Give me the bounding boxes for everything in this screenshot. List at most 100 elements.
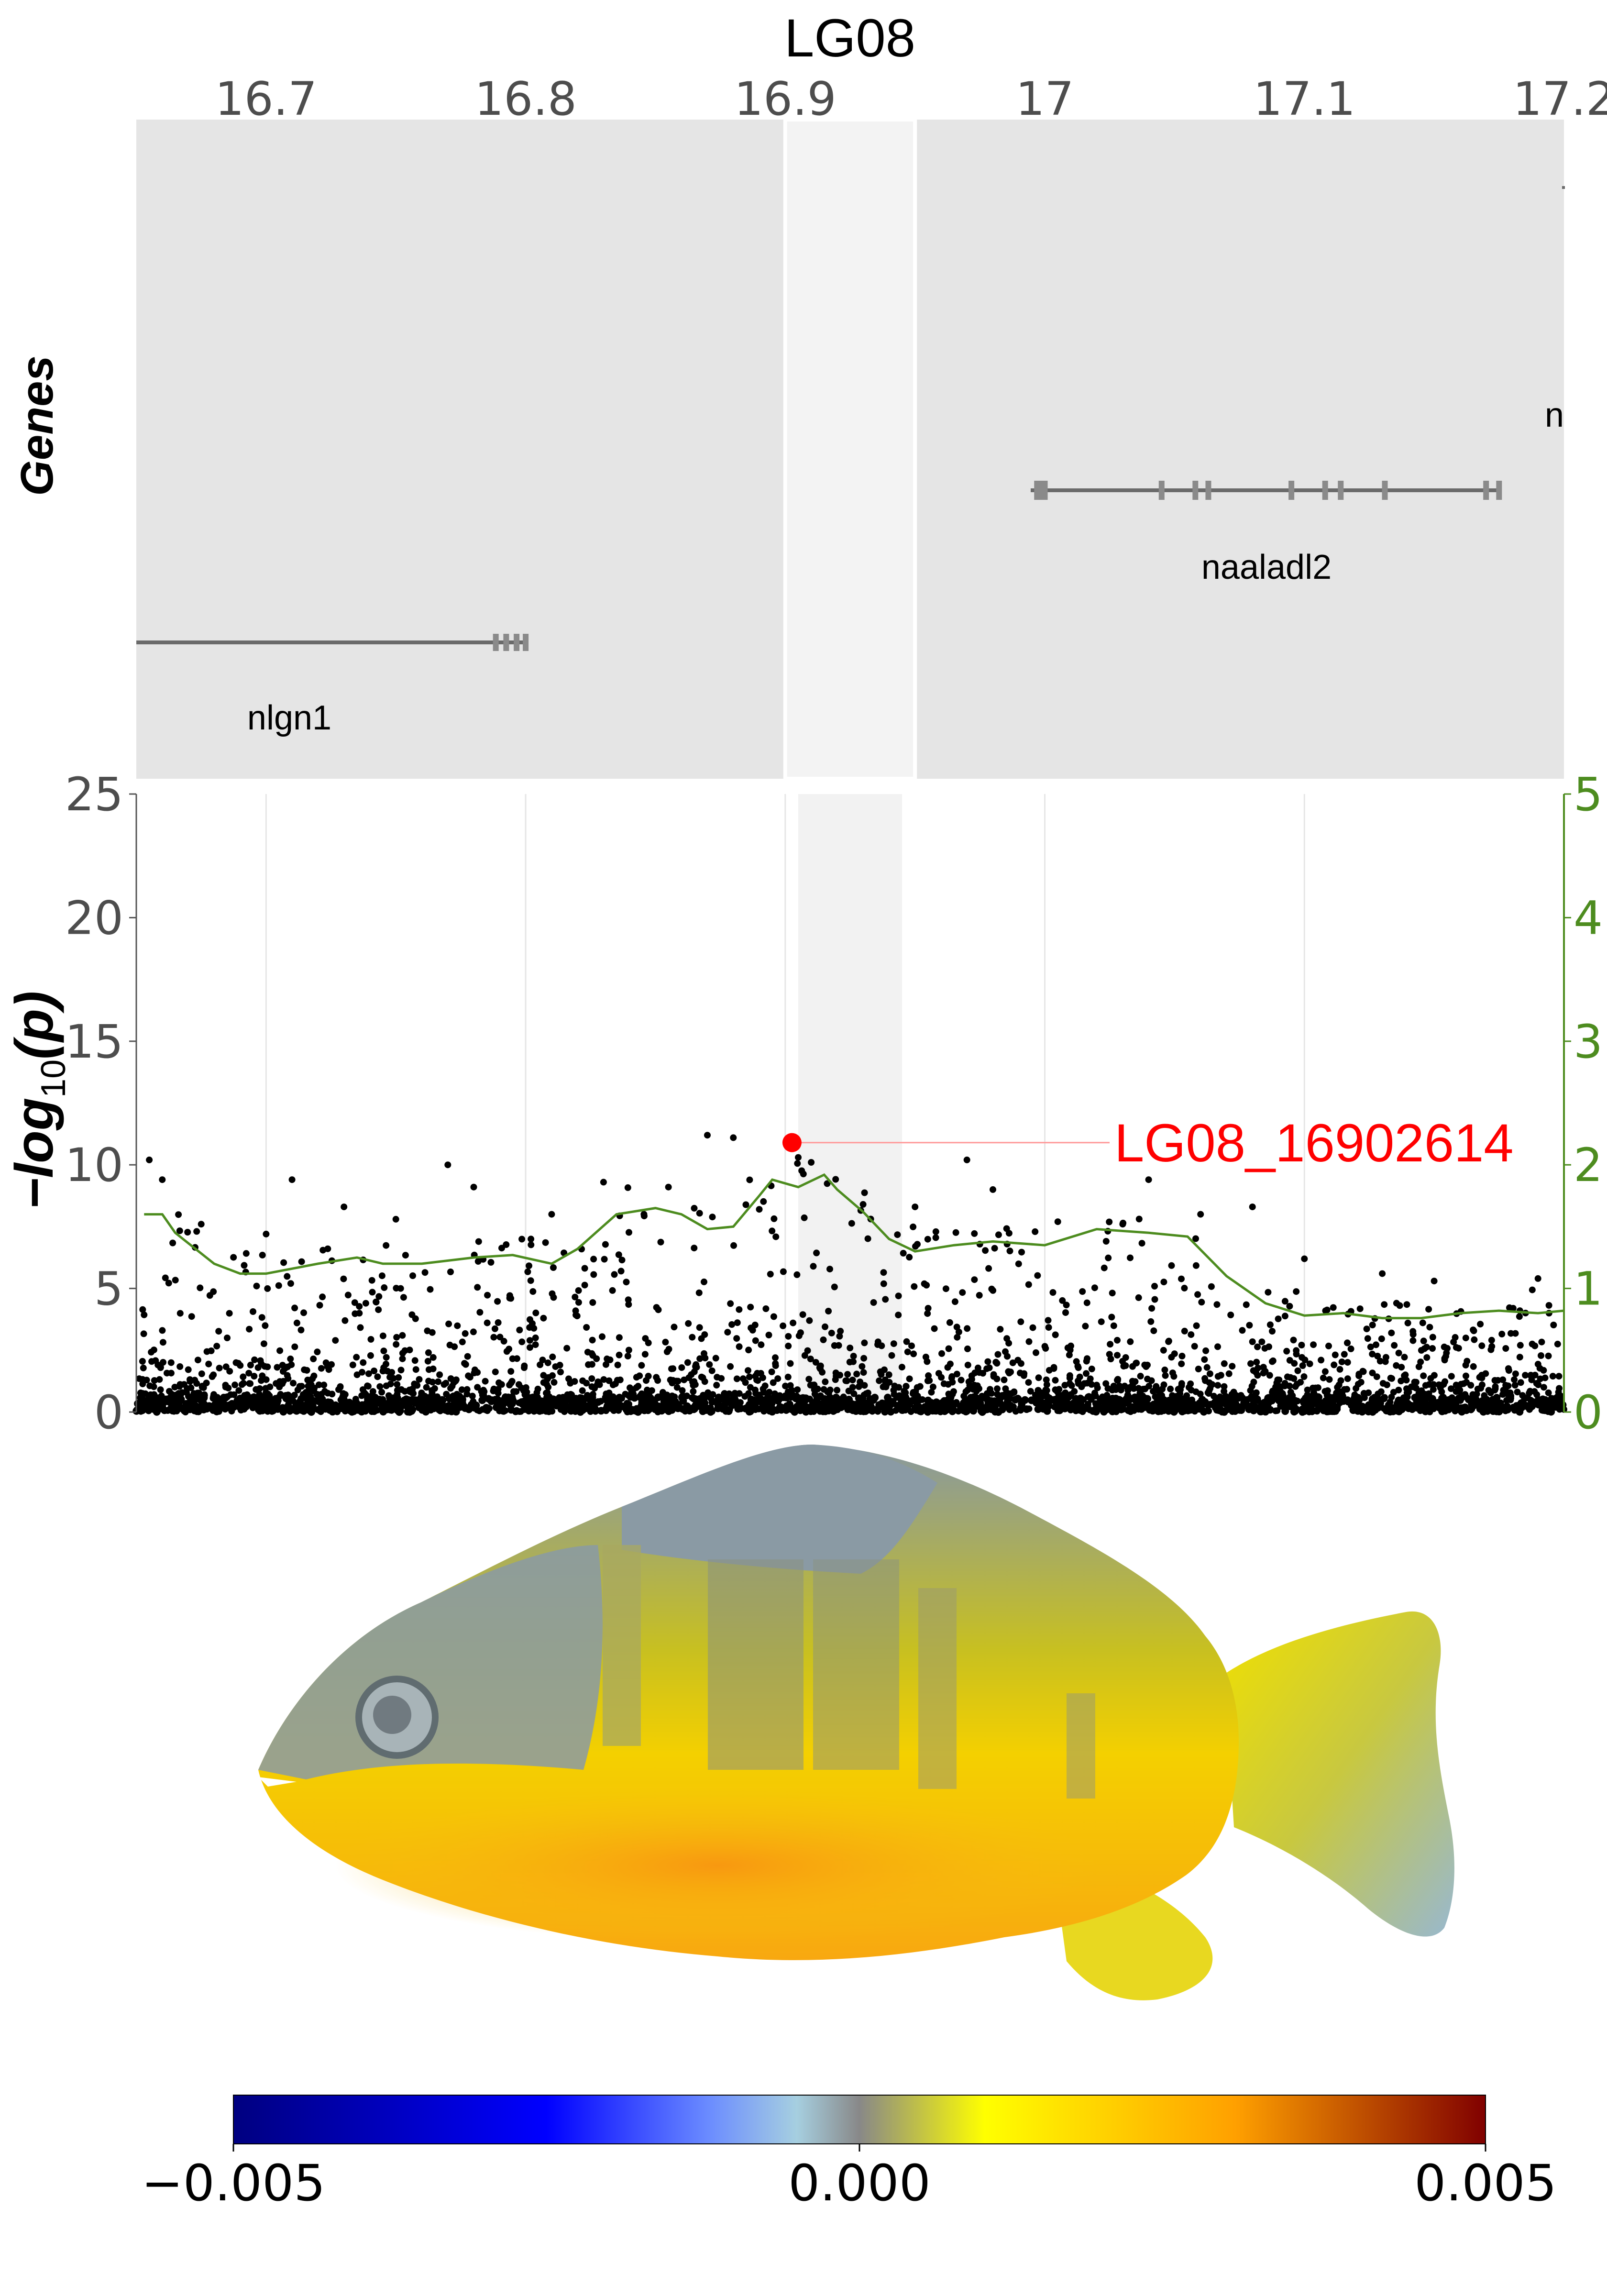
snp-point xyxy=(269,1406,277,1414)
snp-point xyxy=(645,1372,652,1380)
snp-point xyxy=(1167,1385,1174,1392)
snp-point xyxy=(1114,1336,1121,1344)
exon xyxy=(1034,481,1040,500)
snp-point xyxy=(1320,1374,1327,1381)
snp-point xyxy=(435,1378,441,1385)
snp-point xyxy=(425,1349,432,1356)
snp-point xyxy=(1009,1359,1016,1367)
snp-point xyxy=(1301,1255,1308,1262)
snp-point xyxy=(1253,1358,1260,1366)
snp-point xyxy=(1306,1360,1313,1368)
snp-point xyxy=(723,1396,731,1403)
snp-point xyxy=(1025,1379,1032,1386)
snp-point xyxy=(634,1408,642,1416)
snp-point xyxy=(368,1277,375,1284)
snp-point xyxy=(847,1345,854,1351)
snp-point xyxy=(654,1377,661,1384)
snp-point xyxy=(136,1375,143,1382)
ylabel-p: (p) xyxy=(4,991,64,1060)
exon xyxy=(1483,481,1489,500)
snp-point xyxy=(249,1397,256,1405)
snp-point xyxy=(783,1405,791,1413)
snp-point xyxy=(683,1402,691,1410)
snp-point xyxy=(356,1303,363,1310)
snp-point xyxy=(1088,1365,1095,1372)
snp-point xyxy=(900,1249,907,1257)
snp-point xyxy=(966,1382,973,1389)
snp-point xyxy=(1062,1401,1070,1409)
fish-stripe-3 xyxy=(813,1559,899,1770)
snp-point xyxy=(294,1386,301,1393)
snp-point xyxy=(1344,1375,1351,1382)
snp-point xyxy=(807,1356,814,1362)
snp-point xyxy=(501,1393,509,1401)
snp-point xyxy=(761,1382,769,1390)
snp-point xyxy=(185,1366,192,1373)
snp-point xyxy=(1538,1352,1544,1359)
snp-point xyxy=(1511,1376,1518,1383)
snp-point xyxy=(794,1160,801,1167)
snp-point xyxy=(246,1325,253,1333)
snp-point xyxy=(954,1334,961,1341)
snp-point xyxy=(624,1184,631,1191)
snp-point xyxy=(222,1393,230,1402)
snp-point xyxy=(835,1342,842,1349)
snp-point xyxy=(393,1341,400,1348)
snp-point xyxy=(1294,1367,1301,1374)
snp-point xyxy=(1126,1384,1134,1391)
snp-point xyxy=(1422,1382,1429,1389)
snp-point xyxy=(528,1241,535,1248)
snp-point xyxy=(523,1389,530,1396)
colorbar-tick-label: 0.000 xyxy=(788,2154,931,2212)
snp-point xyxy=(589,1336,596,1344)
snp-point xyxy=(1110,1385,1117,1392)
snp-point xyxy=(1487,1404,1495,1413)
snp-point xyxy=(1425,1306,1432,1313)
snp-point xyxy=(1165,1399,1173,1407)
snp-point xyxy=(470,1328,477,1336)
top-tick-label: 17.2 xyxy=(1513,72,1607,126)
snp-point xyxy=(1363,1325,1370,1333)
exon xyxy=(493,634,499,651)
snp-point xyxy=(157,1395,165,1403)
colorbar-tick-label: −0.005 xyxy=(142,2154,326,2212)
snp-point xyxy=(436,1371,443,1378)
snp-point xyxy=(176,1310,184,1317)
snp-point xyxy=(622,1391,629,1398)
snp-point xyxy=(1136,1390,1144,1397)
snp-point xyxy=(708,1367,715,1374)
snp-points xyxy=(132,1132,1567,1416)
snp-point xyxy=(292,1400,300,1408)
snp-point xyxy=(410,1390,417,1397)
snp-point xyxy=(1083,1299,1090,1306)
snp-point xyxy=(1220,1408,1228,1416)
snp-point xyxy=(785,1333,792,1340)
snp-point xyxy=(288,1361,295,1369)
snp-point xyxy=(1094,1384,1101,1391)
snp-point xyxy=(1502,1345,1509,1352)
snp-point xyxy=(825,1308,832,1314)
snp-point xyxy=(425,1366,432,1373)
snp-point xyxy=(264,1285,271,1292)
snp-point xyxy=(492,1403,500,1412)
snp-point xyxy=(925,1305,932,1312)
snp-point xyxy=(375,1306,382,1314)
snp-point xyxy=(1423,1344,1430,1351)
snp-point xyxy=(140,1330,147,1337)
snp-point xyxy=(415,1404,422,1412)
snp-point xyxy=(1404,1319,1411,1326)
snp-point xyxy=(160,1359,166,1366)
snp-point xyxy=(550,1264,557,1271)
snp-point xyxy=(1266,1321,1274,1328)
snp-point xyxy=(1127,1338,1134,1345)
snp-point xyxy=(599,1333,605,1340)
snp-point xyxy=(1493,1394,1501,1402)
snp-point xyxy=(169,1239,176,1247)
snp-point xyxy=(839,1401,847,1409)
snp-point xyxy=(1272,1383,1279,1391)
snp-point xyxy=(215,1328,222,1335)
snp-point xyxy=(924,1310,931,1317)
snp-point xyxy=(1075,1364,1082,1371)
snp-point xyxy=(253,1282,260,1290)
exon xyxy=(1338,481,1344,500)
